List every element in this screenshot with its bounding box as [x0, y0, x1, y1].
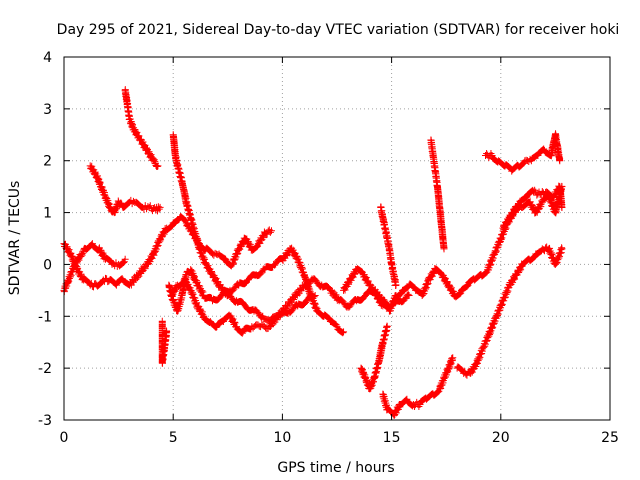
series-markers: [499, 182, 566, 232]
series-markers: [165, 266, 199, 315]
series-trace-16: [499, 182, 566, 232]
series-markers: [121, 86, 162, 170]
series-trace-5: [158, 317, 171, 367]
series-markers: [453, 243, 566, 379]
x-tick-label: 0: [60, 430, 69, 446]
series-trace-2: [86, 162, 164, 217]
series-trace-3: [121, 86, 162, 170]
series-trace-12: [379, 354, 457, 419]
plot-frame: [63, 56, 611, 421]
series-trace-15: [482, 130, 564, 175]
y-tick-label: -3: [38, 413, 52, 429]
series-markers: [379, 354, 457, 419]
y-tick-label: 3: [43, 102, 52, 118]
x-tick-label: 5: [169, 430, 178, 446]
x-tick-label: 15: [383, 430, 401, 446]
series-trace-11: [357, 322, 391, 393]
series-markers: [158, 317, 171, 367]
y-axis-label: SDTVAR / TECUs: [7, 181, 23, 296]
x-tick-label: 10: [273, 430, 291, 446]
y-tick-label: 1: [43, 206, 52, 222]
y-tick-label: -2: [38, 361, 52, 377]
series-trace-10: [377, 203, 400, 289]
chart-title: Day 295 of 2021, Sidereal Day-to-day VTE…: [57, 22, 620, 38]
axis-ticks: 0 5 10 15 20 25 -3 -2 -1 0 1 2 3 4: [38, 50, 619, 446]
x-tick-label: 25: [601, 430, 619, 446]
x-axis-label: GPS time / hours: [277, 460, 394, 476]
series-trace-14: [453, 243, 566, 379]
y-tick-label: 0: [43, 257, 52, 273]
y-tick-label: 4: [43, 50, 52, 66]
series-markers: [427, 136, 448, 253]
series-trace-17: [165, 266, 199, 315]
grid: [64, 57, 610, 420]
x-tick-label: 20: [492, 430, 510, 446]
y-tick-label: -1: [38, 309, 52, 325]
series-markers: [377, 203, 400, 289]
series-markers: [86, 162, 164, 217]
series-trace-13: [427, 136, 448, 253]
series-markers: [482, 130, 564, 175]
y-tick-label: 2: [43, 154, 52, 170]
series-markers: [357, 322, 391, 393]
